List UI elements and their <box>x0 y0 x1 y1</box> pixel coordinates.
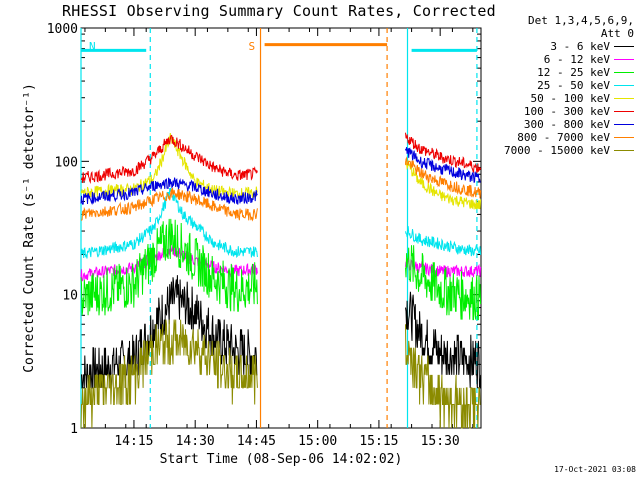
legend-entry: 25 - 50 keV <box>484 79 634 92</box>
legend-swatch <box>614 59 634 60</box>
series-line <box>405 147 481 183</box>
series-line <box>80 319 258 429</box>
y-tick-label: 100 <box>55 155 78 170</box>
series-line <box>405 132 482 175</box>
legend-swatch <box>614 150 634 151</box>
marker-label: S <box>249 40 256 53</box>
series-line <box>80 177 258 206</box>
x-tick-label: 14:45 <box>237 434 276 449</box>
legend-entry: 12 - 25 keV <box>484 66 634 79</box>
legend-label: 6 - 12 keV <box>543 53 610 66</box>
y-axis-label: Corrected Count Rate (s⁻¹ detector⁻¹) <box>22 83 37 373</box>
x-tick-label: 15:15 <box>359 434 398 449</box>
legend: Det 1,3,4,5,6,9, Att 0 3 - 6 keV 6 - 12 k… <box>484 14 634 157</box>
y-tick-label: 10 <box>62 289 78 304</box>
legend-label: 12 - 25 keV <box>537 66 610 79</box>
legend-entry: 6 - 12 keV <box>484 53 634 66</box>
legend-entry: 800 - 7000 keV <box>484 131 634 144</box>
legend-label: 25 - 50 keV <box>537 79 610 92</box>
legend-swatch <box>614 98 634 99</box>
legend-swatch <box>614 137 634 138</box>
legend-entry: 3 - 6 keV <box>484 40 634 53</box>
legend-swatch <box>614 46 634 47</box>
series-line <box>405 324 481 429</box>
legend-swatch <box>614 111 634 112</box>
series-line <box>405 156 482 199</box>
series-line <box>80 187 258 222</box>
legend-label: 800 - 7000 keV <box>517 131 610 144</box>
legend-label: 50 - 100 keV <box>530 92 610 105</box>
series-line <box>405 226 482 257</box>
marker-label: N <box>89 40 96 53</box>
timestamp-stamp: 17-Oct-2021 03:08 <box>554 465 636 474</box>
x-tick-label: 14:30 <box>176 434 215 449</box>
legend-entry: 50 - 100 keV <box>484 92 634 105</box>
legend-swatch <box>614 124 634 125</box>
chart-title: RHESSI Observing Summary Count Rates, Co… <box>62 2 496 20</box>
legend-attenuator: Att 0 <box>600 27 634 40</box>
x-tick-label: 15:30 <box>421 434 460 449</box>
y-tick-label: 1 <box>70 422 78 437</box>
series-line <box>405 256 482 279</box>
x-tick-label: 15:00 <box>298 434 337 449</box>
series-line <box>405 160 482 210</box>
legend-detectors: Det 1,3,4,5,6,9, <box>528 14 634 27</box>
legend-label: 3 - 6 keV <box>550 40 610 53</box>
series-line <box>405 245 482 321</box>
legend-label: 100 - 300 keV <box>523 105 610 118</box>
series-line <box>80 134 258 184</box>
legend-rows: 3 - 6 keV 6 - 12 keV 12 - 25 keV 25 - 50 ke… <box>484 40 634 157</box>
series-line <box>80 218 258 316</box>
legend-label: 7000 - 15000 keV <box>504 144 610 157</box>
legend-entry: 300 - 800 keV <box>484 118 634 131</box>
legend-entry: 7000 - 15000 keV <box>484 144 634 157</box>
legend-swatch <box>614 85 634 86</box>
legend-swatch <box>614 72 634 73</box>
y-tick-label: 1000 <box>47 22 78 37</box>
series-line <box>405 291 482 389</box>
legend-entry: 100 - 300 keV <box>484 105 634 118</box>
x-axis-label: Start Time (08-Sep-06 14:02:02) <box>160 452 403 467</box>
x-tick-label: 14:15 <box>114 434 153 449</box>
legend-label: 300 - 800 keV <box>523 118 610 131</box>
